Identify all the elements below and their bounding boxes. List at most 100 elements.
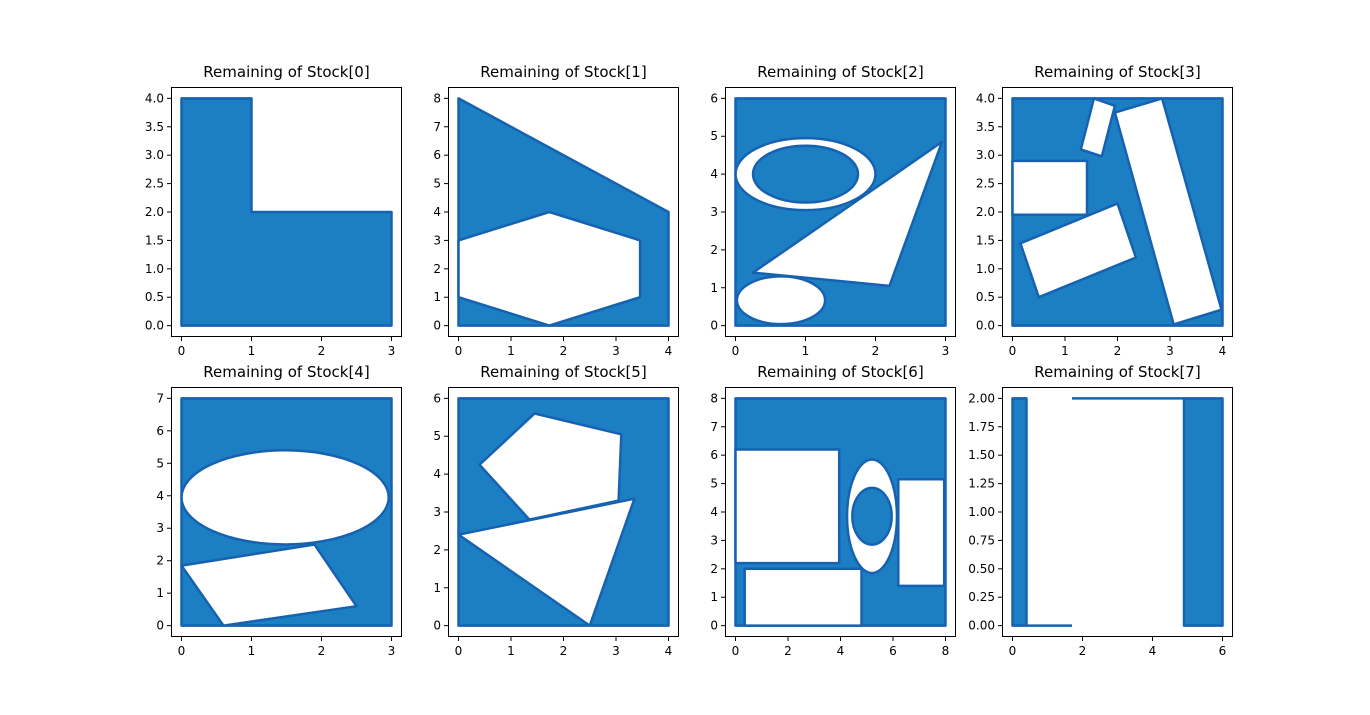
chart-title: Remaining of Stock[3] [1034,63,1200,81]
y-tick-label: 6 [433,148,441,162]
y-tick-label: 6 [433,391,441,405]
y-tick-label: 4.0 [145,91,164,105]
chart-title: Remaining of Stock[0] [203,63,369,81]
y-tick-label: 4.0 [976,91,995,105]
y-tick-label: 1 [433,581,441,595]
axes-frame [725,387,956,637]
chart-title: Remaining of Stock[5] [480,363,646,381]
chart-panel-3: Remaining of Stock[3] 0 1 2 3 4 0.0 0.5 1.0 1.5 2.… [976,63,1233,358]
y-tick-label: 0.50 [968,562,995,576]
x-tick-label: 1 [1061,344,1069,358]
y-tick-label: 3.0 [976,148,995,162]
chart-title: Remaining of Stock[7] [1034,363,1200,381]
stock-region [1182,397,1224,627]
y-tick-label: 2 [710,243,718,257]
x-tick-label: 4 [1219,344,1227,358]
y-tick-label: 0.00 [968,619,995,633]
y-tick-label: 2 [156,554,164,568]
y-tick-label: 2.5 [976,177,995,191]
x-tick-label: 0 [455,644,463,658]
x-tick-label: 2 [1114,344,1122,358]
chart-title: Remaining of Stock[4] [203,363,369,381]
x-tick-label: 2 [318,644,326,658]
chart-panel-6: Remaining of Stock[6] 0 2 4 6 8 0 1 2 3 4 5 6 7 8 [710,363,956,658]
x-tick-label: 0 [1009,644,1017,658]
stock-region [1011,397,1028,627]
y-tick-label: 2 [433,543,441,557]
y-tick-label: 0.5 [145,290,164,304]
y-tick-label: 2.0 [976,205,995,219]
x-tick-label: 3 [1166,344,1174,358]
y-tick-label: 0.5 [976,290,995,304]
x-tick-label: 3 [942,344,950,358]
cut-piece [743,567,863,627]
chart-panel-4: Remaining of Stock[4] 0 1 2 3 0 1 2 3 4 5 6 7 [156,363,402,658]
x-tick-label: 1 [507,344,515,358]
shape-group [180,97,393,327]
y-tick-label: 2.00 [968,391,995,405]
axes-frame [1002,387,1233,637]
x-tick-label: 4 [1149,644,1157,658]
y-tick-label: 3 [433,233,441,247]
y-tick-label: 5 [433,177,441,191]
y-tick-label: 1.25 [968,477,995,491]
y-tick-label: 0 [156,619,164,633]
y-tick-label: 5 [710,129,718,143]
y-tick-label: 4 [710,505,718,519]
cut-piece [1019,202,1138,299]
y-tick-label: 4 [710,167,718,181]
x-tick-label: 6 [889,644,897,658]
y-tick-label: 6 [156,424,164,438]
axes-frame [171,387,402,637]
x-tick-label: 2 [1079,644,1087,658]
stock-region [851,486,893,546]
y-tick-label: 5 [156,456,164,470]
x-tick-label: 3 [612,344,620,358]
cut-piece [457,210,642,327]
y-tick-label: 1 [156,586,164,600]
y-tick-label: 2 [710,562,718,576]
y-tick-label: 3.5 [145,120,164,134]
shape-group [734,397,947,627]
shape-group [1011,397,1224,627]
chart-panel-7: Remaining of Stock[7] 0 2 4 6 0.00 0.25 0.50 0.7… [968,363,1233,658]
x-tick-label: 1 [248,644,256,658]
y-tick-label: 0.0 [976,319,995,333]
x-tick-label: 4 [837,644,845,658]
shape-group [180,397,393,627]
shape-group [457,97,670,327]
y-tick-label: 3.0 [145,148,164,162]
x-tick-label: 0 [178,344,186,358]
cut-piece [180,543,358,627]
y-tick-label: 1.75 [968,420,995,434]
x-tick-label: 3 [612,644,620,658]
y-tick-label: 3 [710,533,718,547]
y-tick-label: 0.25 [968,590,995,604]
chart-title: Remaining of Stock[2] [757,63,923,81]
x-tick-label: 0 [1009,344,1017,358]
y-tick-label: 1 [710,281,718,295]
y-tick-label: 1 [433,290,441,304]
chart-title: Remaining of Stock[6] [757,363,923,381]
y-tick-label: 0 [710,619,718,633]
y-tick-label: 3 [433,505,441,519]
y-tick-label: 1.5 [145,233,164,247]
y-tick-label: 7 [710,420,718,434]
cut-piece [734,448,841,565]
x-tick-label: 2 [560,644,568,658]
cut-piece [751,140,944,288]
y-tick-label: 0.75 [968,533,995,547]
x-tick-label: 2 [560,344,568,358]
cut-piece [457,497,636,627]
stock-region [180,97,393,327]
x-tick-label: 2 [784,644,792,658]
x-tick-label: 0 [732,344,740,358]
y-tick-label: 3.5 [976,120,995,134]
x-tick-label: 0 [732,644,740,658]
y-tick-label: 6 [710,448,718,462]
cut-piece [180,449,390,546]
x-tick-label: 8 [942,644,950,658]
x-tick-label: 0 [178,644,186,658]
y-tick-label: 2 [433,262,441,276]
